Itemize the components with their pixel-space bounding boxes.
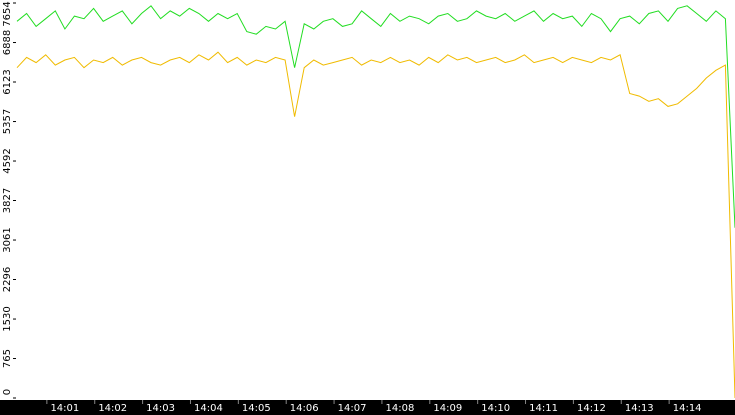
x-tick-label: 14:06 bbox=[290, 403, 319, 414]
x-tick-label: 14:04 bbox=[194, 403, 223, 414]
x-tick-label: 14:03 bbox=[146, 403, 175, 414]
x-tick-label: 14:11 bbox=[529, 403, 558, 414]
x-tick-label: 14:01 bbox=[50, 403, 79, 414]
y-tick-label: 6123 bbox=[2, 69, 13, 94]
x-tick-label: 14:08 bbox=[386, 403, 415, 414]
y-tick-label: 3061 bbox=[2, 227, 13, 252]
x-tick-label: 14:12 bbox=[577, 403, 606, 414]
y-tick-label: 1530 bbox=[2, 306, 13, 331]
x-tick-label: 14:13 bbox=[625, 403, 654, 414]
y-tick-label: 765 bbox=[2, 349, 13, 368]
x-tick-label: 14:02 bbox=[98, 403, 127, 414]
x-tick-label: 14:07 bbox=[338, 403, 367, 414]
y-tick-label: 3827 bbox=[2, 188, 13, 213]
x-axis-band bbox=[0, 400, 735, 415]
y-tick-label: 5357 bbox=[2, 109, 13, 134]
y-tick-label: 0 bbox=[2, 389, 13, 395]
y-tick-label: 7654 bbox=[2, 1, 13, 26]
x-tick-label: 14:09 bbox=[433, 403, 462, 414]
series-line bbox=[16, 5, 735, 228]
x-tick-label: 14:05 bbox=[242, 403, 271, 414]
x-tick-label: 14:10 bbox=[481, 403, 510, 414]
x-tick-label: 14:14 bbox=[673, 403, 702, 414]
series-line bbox=[16, 51, 735, 399]
y-tick-label: 2296 bbox=[2, 267, 13, 292]
y-tick-label: 4592 bbox=[2, 148, 13, 173]
y-tick-label: 6888 bbox=[2, 30, 13, 55]
